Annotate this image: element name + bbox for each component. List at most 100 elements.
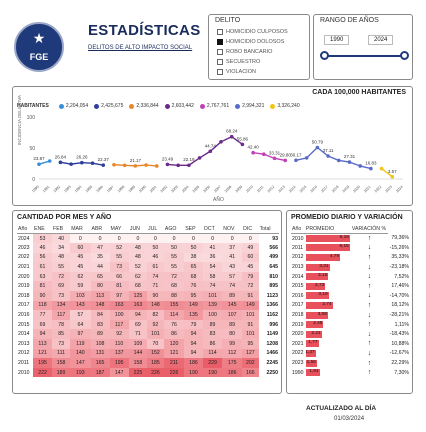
column-header[interactable]: MAY xyxy=(109,225,129,234)
column-header[interactable]: JUN xyxy=(128,225,147,234)
column-header[interactable]: PROMEDIO xyxy=(304,225,351,234)
month-cell: 36 xyxy=(202,252,223,263)
month-cell: 94 xyxy=(184,339,203,349)
month-cell: 50 xyxy=(184,243,203,253)
month-cell: 55 xyxy=(163,252,185,263)
checkbox[interactable] xyxy=(217,39,223,45)
month-cell: 34 xyxy=(52,243,71,253)
month-cell: 81 xyxy=(33,281,53,292)
month-cell: 85 xyxy=(52,329,71,340)
delito-option[interactable]: HOMICIDIO CULPOSOS xyxy=(217,29,288,35)
month-cell: 72 xyxy=(242,281,259,292)
year-cell: 2021 xyxy=(18,264,30,271)
checkbox[interactable] xyxy=(217,59,223,65)
variation-cell: 35,33% xyxy=(391,254,409,261)
year-cell: 2018 xyxy=(18,292,30,299)
year-cell: 2011 xyxy=(292,244,304,251)
data-label: 37.11 xyxy=(323,148,334,153)
delito-option[interactable]: HOMICIDIO DOLOSOS xyxy=(217,39,284,45)
arrow-down-icon: ↓ xyxy=(367,311,372,319)
month-cell: 101 xyxy=(202,291,223,301)
month-cell: 89 xyxy=(202,319,223,330)
month-cell: 50 xyxy=(147,243,164,253)
delito-option[interactable]: ROBO BANCARIO xyxy=(217,49,272,55)
year-range-slider[interactable] xyxy=(320,51,409,60)
data-point xyxy=(176,163,180,168)
chart-legend: HABITANTES 2,204,054 2,425,675 2,336,844 2,… xyxy=(17,103,300,109)
column-header[interactable]: JUL xyxy=(147,225,164,234)
legend-label: 2,425,675 xyxy=(101,103,124,109)
month-cell: 109 xyxy=(128,339,147,349)
data-point xyxy=(144,163,148,167)
average-bar: 4,79 xyxy=(305,253,341,261)
column-header[interactable]: Año xyxy=(291,225,305,234)
month-cell: 163 xyxy=(109,300,129,311)
month-cell: 79 xyxy=(242,271,259,282)
month-cell: 45 xyxy=(70,262,91,272)
year-from-input[interactable]: 1990 xyxy=(324,35,350,45)
month-cell: 211 xyxy=(163,358,185,368)
slider-handle-to[interactable] xyxy=(400,51,409,60)
column-header[interactable]: AGO xyxy=(163,225,185,234)
data-point xyxy=(122,163,127,168)
column-header[interactable]: SEP xyxy=(184,225,203,234)
month-cell: 149 xyxy=(184,300,203,311)
data-label: 27.31 xyxy=(344,154,356,159)
month-cell: 91 xyxy=(242,291,259,301)
column-header[interactable]: ABR xyxy=(90,225,110,234)
year-cell: 2024 xyxy=(18,235,30,242)
column-header[interactable]: MAR xyxy=(70,225,91,234)
x-tick-label: 1992 xyxy=(53,185,61,193)
checkbox[interactable] xyxy=(217,29,223,35)
year-to-input[interactable]: 2024 xyxy=(368,35,394,45)
table-row: 2022 56 48 45 35 55 48 46 55 38 36 41 60 499 xyxy=(17,252,279,263)
column-header[interactable]: DIC xyxy=(242,225,259,234)
year-cell: 2017 xyxy=(18,302,30,309)
month-cell: 71 xyxy=(147,281,164,292)
checkbox[interactable] xyxy=(217,69,223,75)
month-cell: 107 xyxy=(222,310,243,320)
column-header[interactable]: Año xyxy=(17,225,33,234)
month-cell: 88 xyxy=(163,291,185,301)
month-cell: 44 xyxy=(90,262,110,272)
checkbox[interactable] xyxy=(217,49,223,55)
column-header[interactable]: VARIACIÓN % xyxy=(350,225,389,234)
average-value: 4,79 xyxy=(329,253,340,259)
year-cell: 2020 xyxy=(18,273,30,280)
delito-option[interactable]: SECUESTRO xyxy=(217,59,260,65)
arrow-up-icon: ↑ xyxy=(367,235,372,243)
line-chart-title: CADA 100,000 HABITANTES xyxy=(312,89,406,96)
average-cell: 1,37 xyxy=(305,349,351,359)
column-header[interactable]: Total xyxy=(258,225,279,234)
month-cell: 229 xyxy=(202,358,223,368)
slider-handle-from[interactable] xyxy=(320,51,329,60)
month-cell: 57 xyxy=(222,271,243,282)
arrow-down-icon: ↓ xyxy=(367,244,372,252)
month-cell: 57 xyxy=(70,310,91,320)
average-cell: 3,08 xyxy=(305,310,351,320)
month-cell: 76 xyxy=(163,319,185,330)
variation-cell: 7,52% xyxy=(394,273,409,280)
data-point xyxy=(326,154,330,158)
legend-item: 2,994,321 xyxy=(235,103,264,109)
month-cell: 0 xyxy=(163,233,185,244)
delito-option[interactable]: VIOLACION xyxy=(217,69,256,75)
data-point xyxy=(197,156,202,160)
average-cell: 6,16 xyxy=(305,234,351,244)
average-bar: 1,77 xyxy=(305,340,319,348)
column-header[interactable]: OCT xyxy=(202,225,223,234)
column-header[interactable]: NOV xyxy=(222,225,243,234)
total-cell: 566 xyxy=(269,244,278,251)
average-cell: 2,45 xyxy=(305,320,351,330)
month-cell: 69 xyxy=(128,319,147,330)
column-header[interactable]: FEB xyxy=(52,225,71,234)
x-tick-label: 2014 xyxy=(288,185,296,193)
month-cell: 144 xyxy=(128,348,147,359)
month-cell: 83 xyxy=(90,319,110,330)
table-row: 2015 2,73 ↑ 17,46% xyxy=(291,281,410,291)
month-cell: 119 xyxy=(70,339,91,349)
column-header[interactable]: ENE xyxy=(33,225,53,234)
arrow-down-icon: ↓ xyxy=(367,292,372,300)
legend-swatch xyxy=(129,103,135,109)
legend-label: 2,994,321 xyxy=(242,103,265,109)
